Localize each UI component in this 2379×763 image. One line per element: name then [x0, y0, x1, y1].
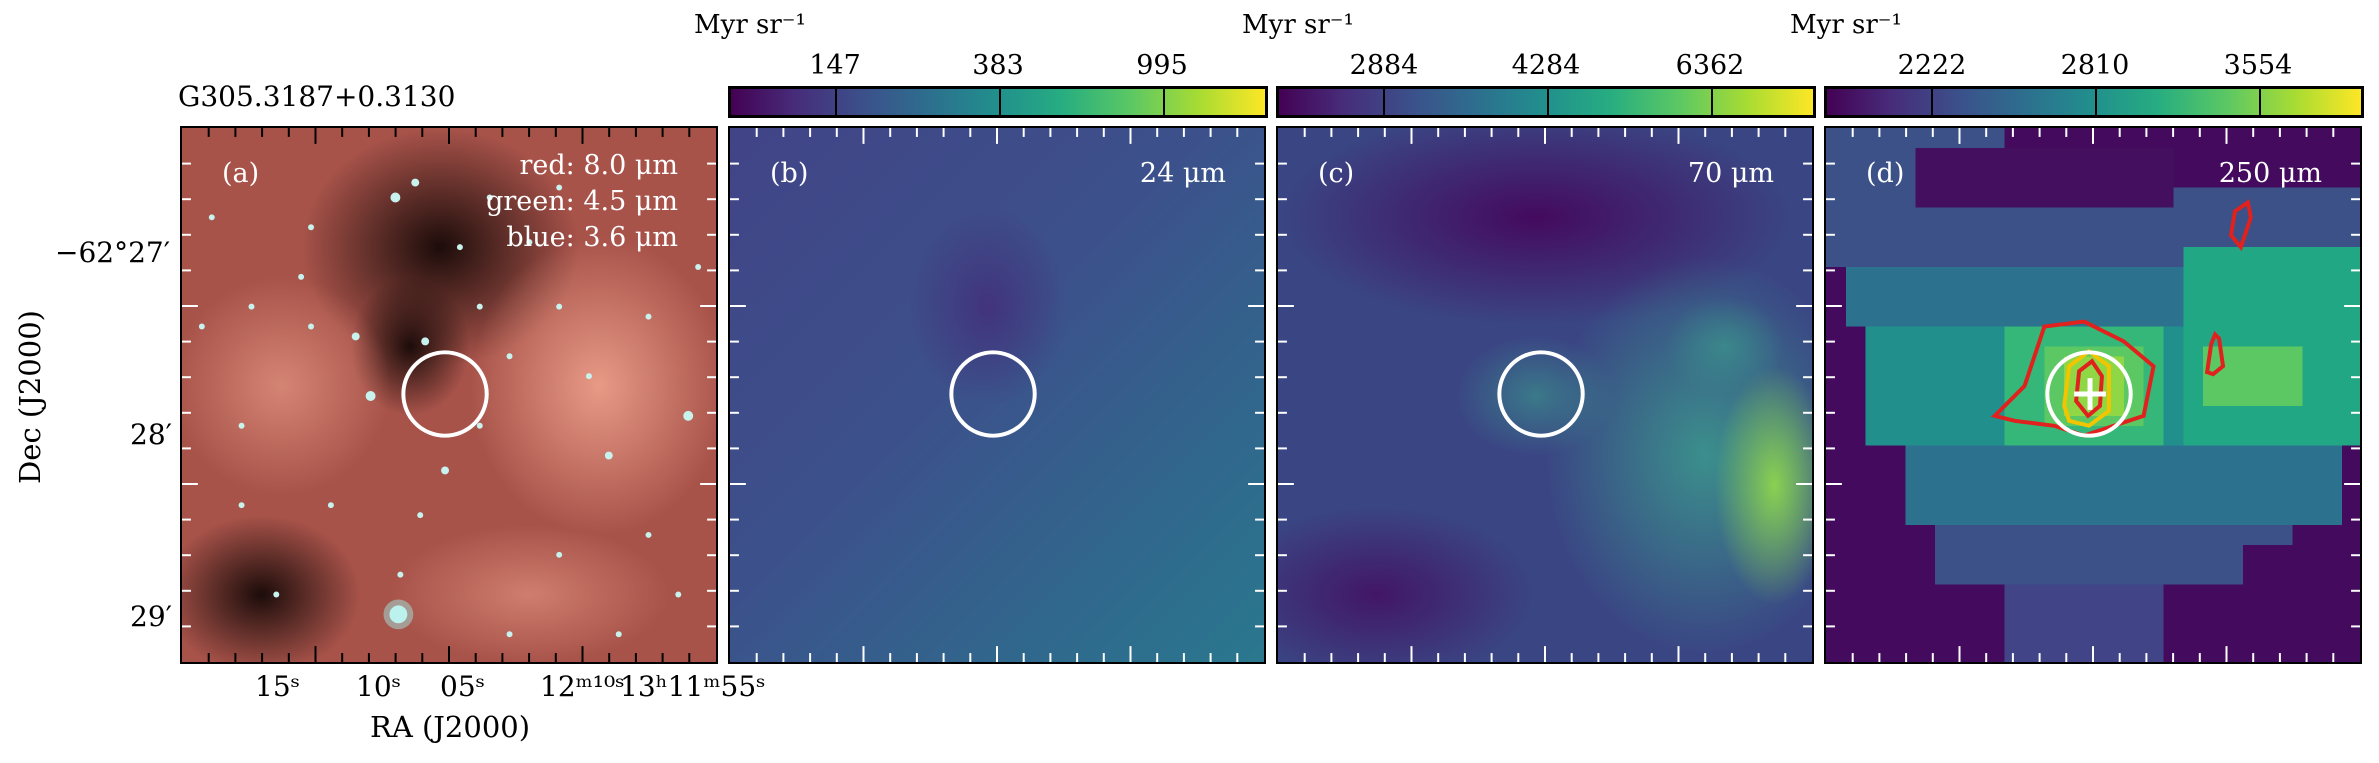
- cb-b-tick-3: 995: [1136, 50, 1188, 81]
- cb-d-tick-3: 3554: [2223, 50, 2293, 81]
- panel-b-label: (b): [770, 158, 809, 189]
- panel-d-label: (d): [1866, 158, 1905, 189]
- x-tick-3: 05ˢ: [440, 670, 486, 703]
- cb-d-tick-2: 2810: [2060, 50, 2130, 81]
- y-tick-3: 29′: [130, 600, 172, 633]
- cb-c-tick-3: 6362: [1675, 50, 1745, 81]
- colorbar-title-b: Myr sr⁻¹: [694, 10, 806, 40]
- panel-c-70um-image: (c) 70 μm: [1276, 126, 1814, 664]
- colorbar-c: [1276, 86, 1816, 118]
- panel-d-250um-image: (d) 250 μm: [1824, 126, 2362, 664]
- colorbar-title-c: Myr sr⁻¹: [1242, 10, 1354, 40]
- cb-d-tick-1: 2222: [1897, 50, 1967, 81]
- x-tick-1: 15ˢ: [255, 670, 301, 703]
- cb-c-tick-1: 2884: [1349, 50, 1419, 81]
- y-axis-label: Dec (J2000): [13, 310, 47, 484]
- x-tick-4: 12ᵐ¹⁰ˢ: [540, 670, 625, 703]
- legend-red: red: 8.0 μm: [519, 150, 678, 181]
- panel-a-rgb-image: (a) red: 8.0 μm green: 4.5 μm blue: 3.6 …: [180, 126, 718, 664]
- cb-b-tick-2: 383: [972, 50, 1024, 81]
- colorbar-b: [728, 86, 1268, 118]
- legend-blue: blue: 3.6 μm: [506, 222, 678, 253]
- colorbar-d: [1824, 86, 2364, 118]
- y-tick-1: −62°27′: [55, 236, 171, 269]
- x-tick-2: 10ˢ: [356, 670, 402, 703]
- colorbar-title-d: Myr sr⁻¹: [1790, 10, 1902, 40]
- panel-d-band: 250 μm: [2218, 158, 2322, 189]
- panel-c-band: 70 μm: [1687, 158, 1774, 189]
- panel-c-label: (c): [1318, 158, 1355, 189]
- panel-a-label: (a): [222, 158, 260, 189]
- cb-c-tick-2: 4284: [1511, 50, 1581, 81]
- y-tick-2: 28′: [130, 418, 172, 451]
- cb-b-tick-1: 147: [809, 50, 861, 81]
- x-tick-5: 13ʰ11ᵐ55ˢ: [620, 670, 766, 703]
- legend-green: green: 4.5 μm: [486, 186, 678, 217]
- x-axis-label: RA (J2000): [370, 710, 531, 744]
- panel-b-band: 24 μm: [1139, 158, 1226, 189]
- source-name: G305.3187+0.3130: [178, 80, 456, 113]
- panel-b-24um-image: (b) 24 μm: [728, 126, 1266, 664]
